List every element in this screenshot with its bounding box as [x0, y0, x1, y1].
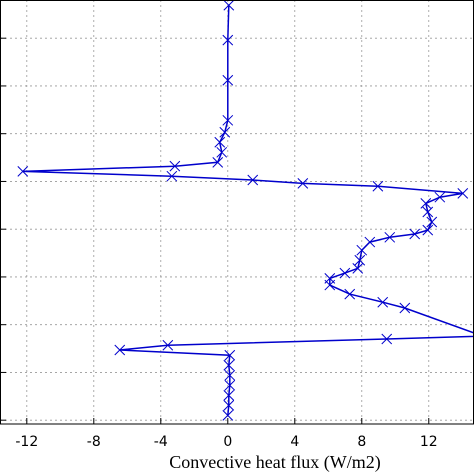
- data-marker: [354, 254, 366, 266]
- data-marker: [223, 0, 235, 11]
- data-marker: [216, 146, 228, 158]
- data-marker: [222, 34, 234, 46]
- data-marker: [372, 180, 384, 192]
- x-tick-label: 4: [290, 434, 299, 450]
- data-marker: [114, 344, 126, 356]
- data-marker: [247, 174, 259, 186]
- data-marker: [377, 296, 389, 308]
- data-marker: [214, 136, 226, 148]
- data-marker: [420, 198, 432, 209]
- data-marker: [399, 302, 411, 314]
- data-marker: [223, 389, 235, 401]
- data-marker: [162, 339, 174, 351]
- data-marker: [422, 206, 434, 218]
- data-marker: [219, 126, 231, 138]
- data-marker: [222, 114, 234, 126]
- x-tick-label: 12: [420, 434, 438, 450]
- data-marker: [422, 224, 434, 236]
- data-marker: [297, 177, 309, 189]
- data-marker: [222, 410, 234, 421]
- data-marker: [169, 160, 181, 172]
- plot-area: [17, 0, 474, 421]
- data-marker: [384, 231, 396, 243]
- data-marker: [364, 236, 376, 248]
- data-marker: [344, 288, 356, 300]
- x-tick-label: 8: [357, 434, 366, 450]
- data-marker: [339, 267, 351, 279]
- data-marker: [224, 349, 236, 361]
- data-marker: [166, 170, 178, 182]
- data-marker: [324, 273, 336, 284]
- data-marker: [212, 156, 224, 168]
- data-marker: [223, 400, 235, 411]
- x-axis-label: Convective heat flux (W/m2): [169, 452, 380, 473]
- data-marker: [457, 188, 469, 199]
- data-marker: [409, 228, 421, 240]
- data-line: [22, 5, 474, 416]
- ticks: -12 -8 -4 0 4 8 12: [0, 37, 438, 450]
- data-marker: [426, 216, 438, 228]
- data-marker: [222, 74, 234, 86]
- plot-frame: [0, 0, 474, 425]
- data-marker: [224, 379, 236, 391]
- data-marker: [223, 359, 235, 371]
- x-tick-label: 0: [223, 434, 232, 450]
- data-marker: [352, 262, 364, 274]
- grid: [0, 0, 474, 424]
- data-marker: [434, 191, 446, 203]
- data-marker: [224, 369, 236, 381]
- x-tick-label: -12: [15, 434, 38, 450]
- x-tick-label: -8: [87, 434, 101, 450]
- data-marker: [17, 166, 29, 177]
- x-tick-label: -4: [154, 434, 168, 450]
- data-marker: [381, 333, 393, 345]
